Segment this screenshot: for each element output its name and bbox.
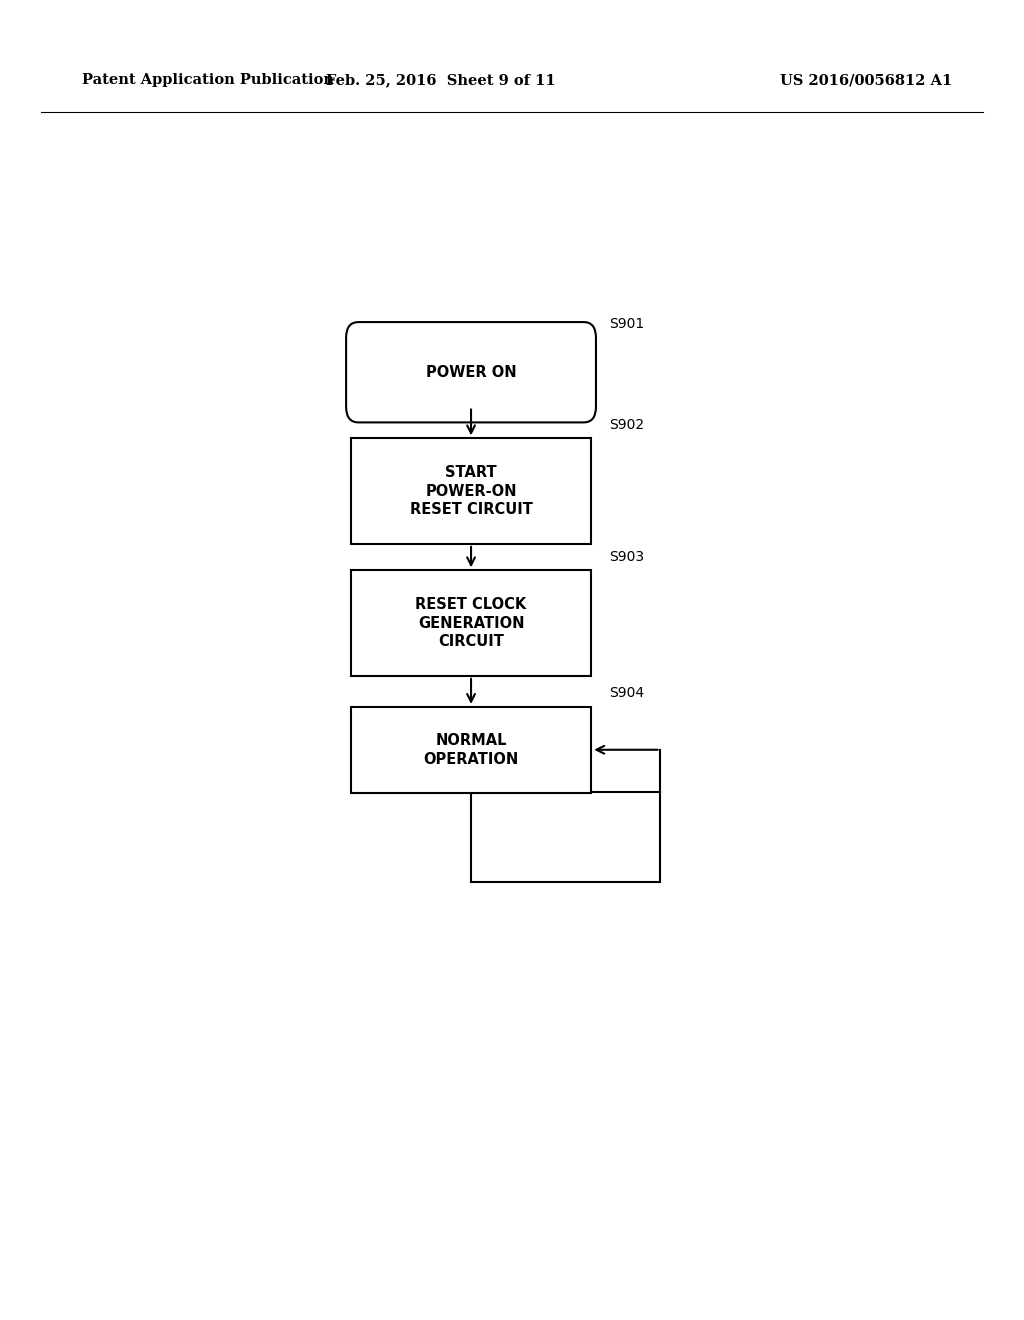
FancyBboxPatch shape xyxy=(350,438,592,544)
Text: START
POWER-ON
RESET CIRCUIT: START POWER-ON RESET CIRCUIT xyxy=(410,465,532,517)
Text: NORMAL
OPERATION: NORMAL OPERATION xyxy=(423,733,519,767)
Text: S902: S902 xyxy=(609,417,644,432)
FancyBboxPatch shape xyxy=(471,792,660,882)
Text: S903: S903 xyxy=(609,549,644,564)
Text: FIG.  10: FIG. 10 xyxy=(408,323,555,356)
Text: S901: S901 xyxy=(609,317,644,331)
Text: RESET CLOCK
GENERATION
CIRCUIT: RESET CLOCK GENERATION CIRCUIT xyxy=(416,597,526,649)
Text: S904: S904 xyxy=(609,686,644,700)
FancyBboxPatch shape xyxy=(350,708,592,792)
Text: Patent Application Publication: Patent Application Publication xyxy=(82,73,334,87)
FancyBboxPatch shape xyxy=(350,570,592,676)
Text: US 2016/0056812 A1: US 2016/0056812 A1 xyxy=(780,73,952,87)
Text: Feb. 25, 2016  Sheet 9 of 11: Feb. 25, 2016 Sheet 9 of 11 xyxy=(326,73,555,87)
Text: POWER ON: POWER ON xyxy=(426,364,516,380)
FancyBboxPatch shape xyxy=(346,322,596,422)
